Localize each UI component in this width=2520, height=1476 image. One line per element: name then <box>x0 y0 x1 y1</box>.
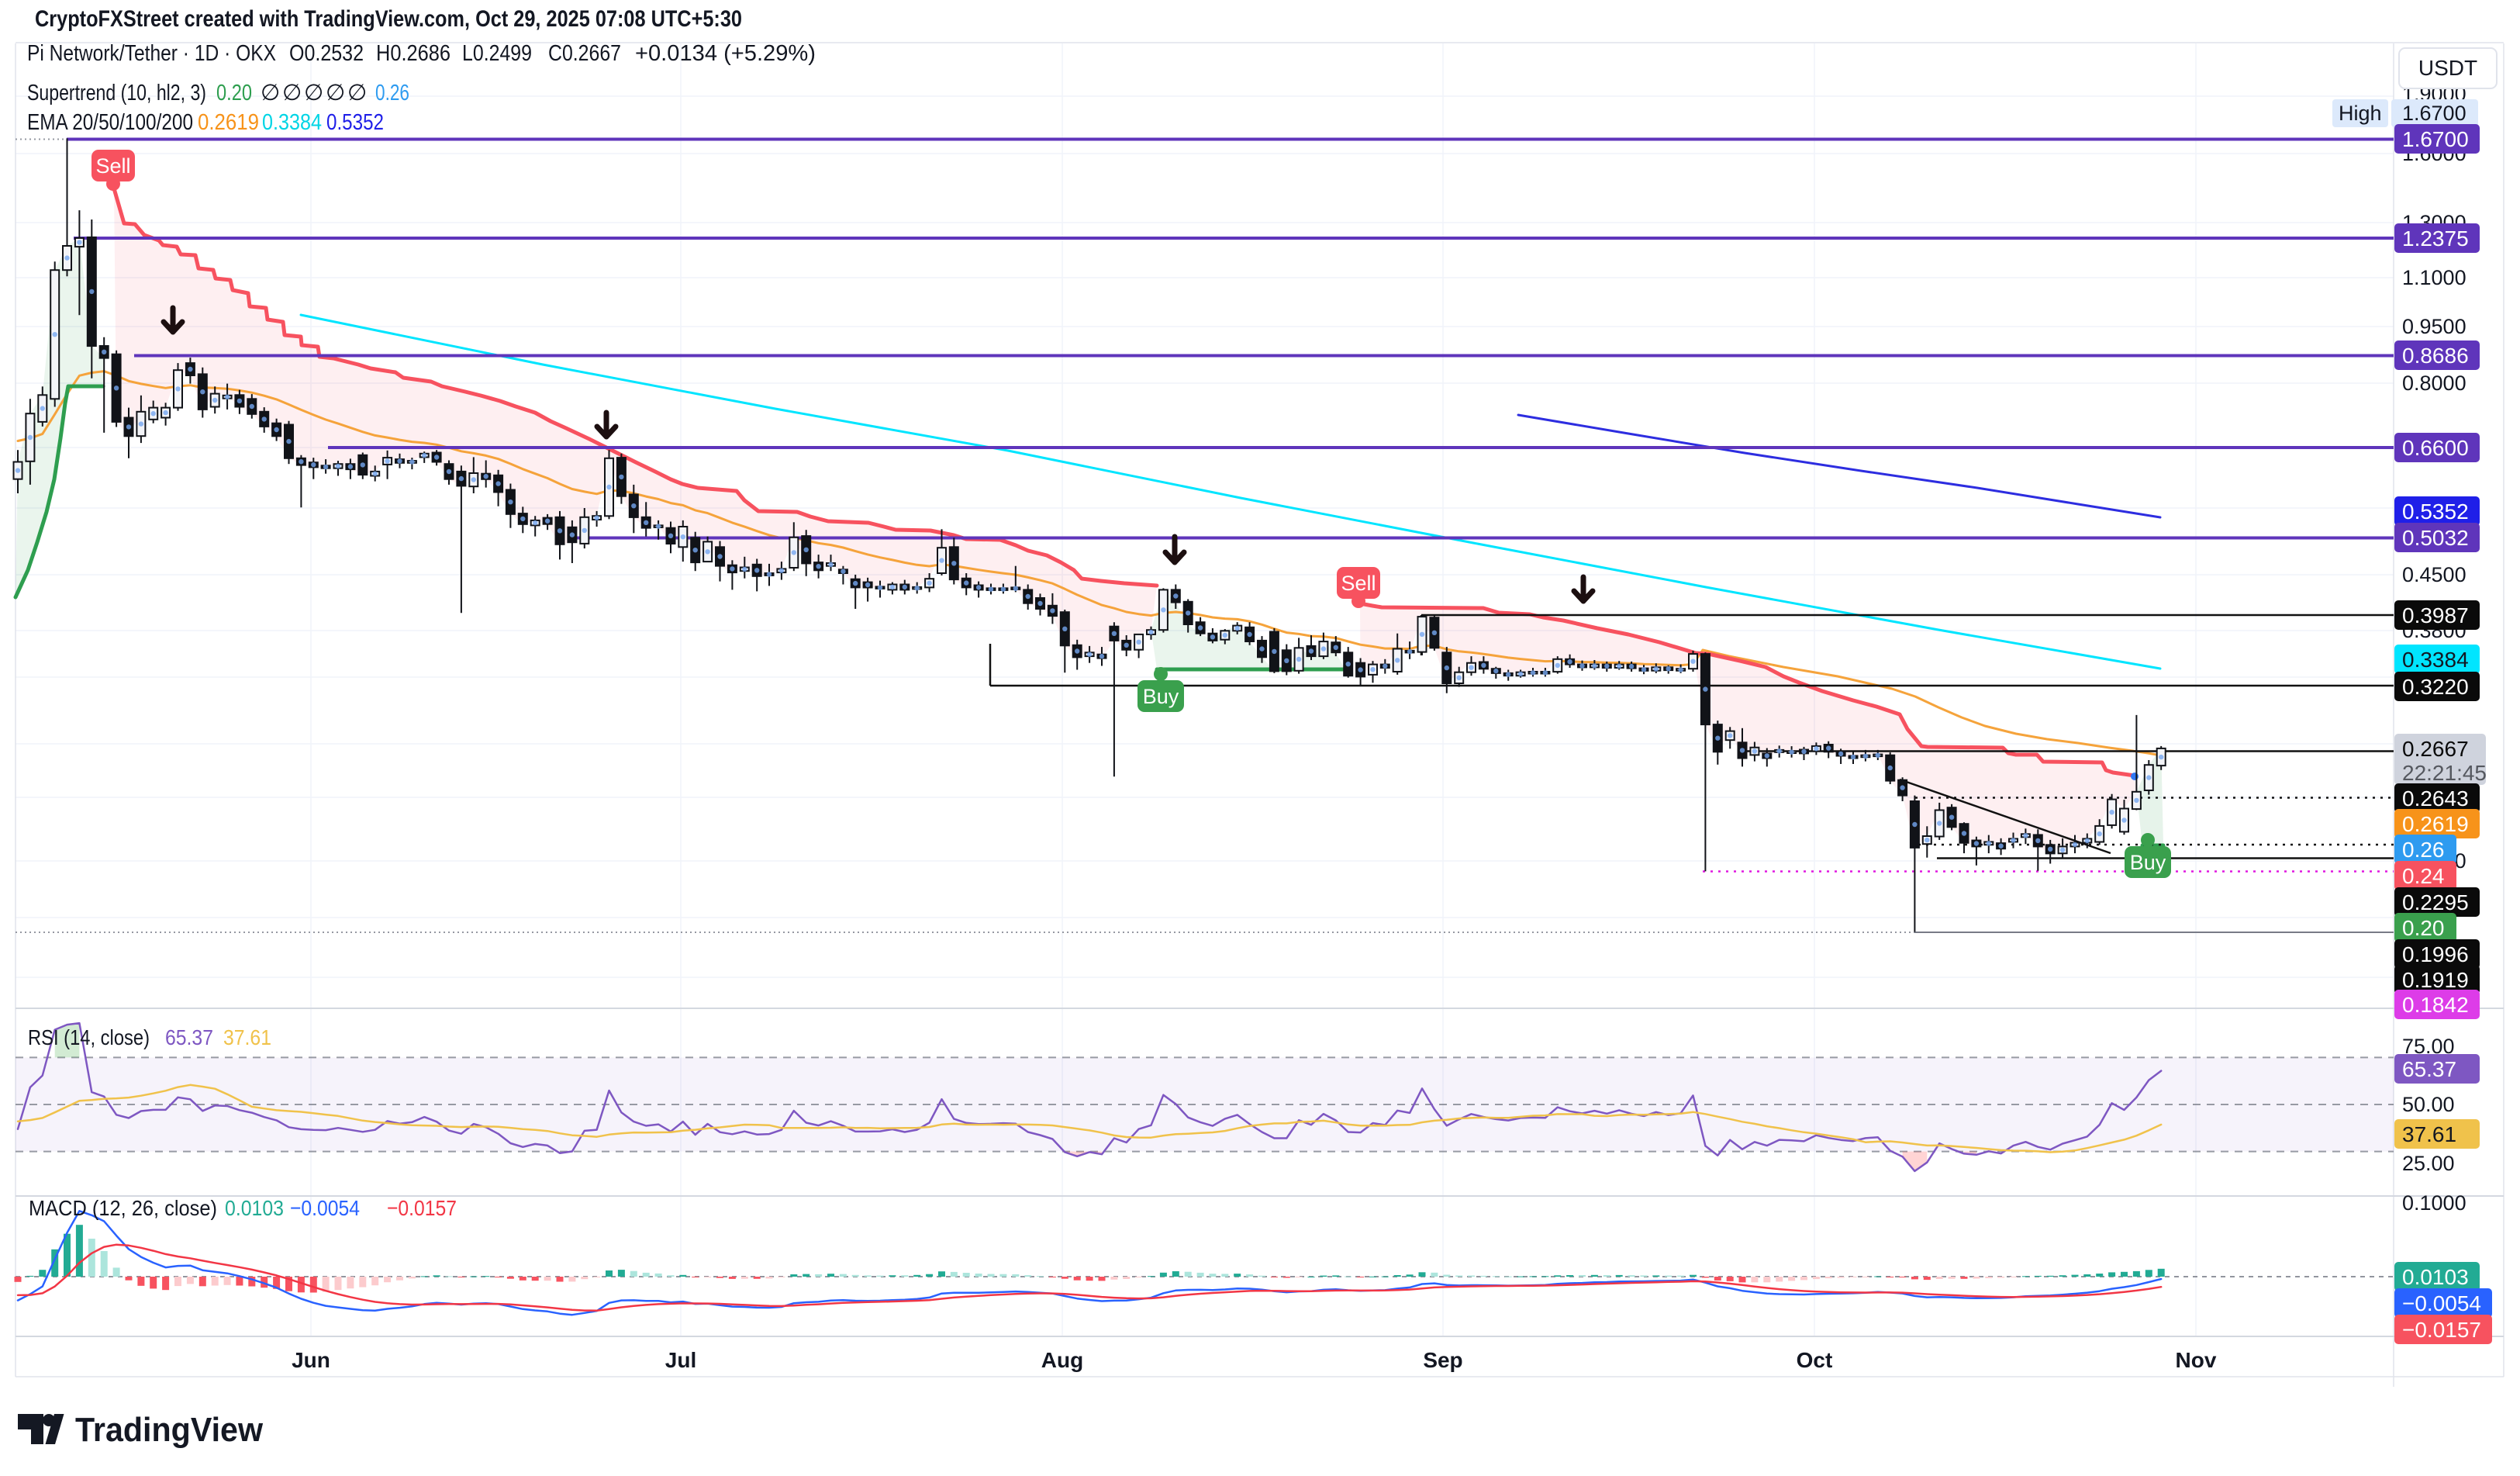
svg-text:1.2375: 1.2375 <box>2402 226 2469 251</box>
svg-text:0.2643: 0.2643 <box>2402 786 2469 811</box>
svg-text:0.5352: 0.5352 <box>326 110 384 135</box>
svg-text:∅: ∅ <box>347 81 367 105</box>
svg-text:0.1996: 0.1996 <box>2402 942 2469 966</box>
svg-text:0.24: 0.24 <box>2402 864 2445 888</box>
svg-text:1.6700: 1.6700 <box>2402 127 2469 151</box>
svg-text:−0.0054: −0.0054 <box>290 1196 360 1220</box>
svg-text:RSI (14, close): RSI (14, close) <box>28 1025 150 1049</box>
svg-text:0.2295: 0.2295 <box>2402 890 2469 914</box>
svg-text:USDT: USDT <box>2418 56 2477 80</box>
svg-text:0.1842: 0.1842 <box>2402 993 2469 1017</box>
svg-text:Sell: Sell <box>95 154 130 178</box>
svg-text:0.3384: 0.3384 <box>2402 648 2469 672</box>
svg-text:0.26: 0.26 <box>375 81 409 105</box>
svg-text:65.37: 65.37 <box>165 1025 213 1049</box>
svg-text:0.0103: 0.0103 <box>225 1196 284 1220</box>
svg-text:MACD (12, 26, close): MACD (12, 26, close) <box>29 1196 217 1220</box>
svg-text:Jul: Jul <box>665 1348 696 1372</box>
svg-text:∅: ∅ <box>304 81 323 105</box>
svg-text:Jun: Jun <box>292 1348 330 1372</box>
svg-text:+0.0134 (+5.29%): +0.0134 (+5.29%) <box>635 41 816 66</box>
svg-text:∅: ∅ <box>261 81 280 105</box>
svg-text:0.5352: 0.5352 <box>2402 499 2469 524</box>
svg-text:∅: ∅ <box>282 81 302 105</box>
svg-text:1.6700: 1.6700 <box>2402 102 2466 125</box>
svg-text:37.61: 37.61 <box>223 1025 271 1049</box>
svg-text:Buy: Buy <box>2130 851 2166 874</box>
svg-text:0.2667: 0.2667 <box>2402 737 2469 761</box>
svg-text:L0.2499: L0.2499 <box>462 41 532 66</box>
svg-text:0.20: 0.20 <box>216 81 252 105</box>
svg-text:Buy: Buy <box>1143 685 1179 708</box>
svg-text:CryptoFXStreet created with Tr: CryptoFXStreet created with TradingView.… <box>35 6 742 32</box>
svg-text:0.0103: 0.0103 <box>2402 1265 2469 1289</box>
svg-text:0.20: 0.20 <box>2402 916 2445 940</box>
svg-text:0.4500: 0.4500 <box>2402 563 2466 586</box>
svg-text:Nov: Nov <box>2176 1348 2217 1372</box>
svg-text:EMA 20/50/100/200: EMA 20/50/100/200 <box>27 110 193 135</box>
svg-text:0.2619: 0.2619 <box>2402 812 2469 836</box>
svg-text:0.9500: 0.9500 <box>2402 315 2466 338</box>
svg-text:0.1000: 0.1000 <box>2402 1191 2466 1215</box>
svg-text:−0.0157: −0.0157 <box>387 1196 457 1220</box>
svg-text:H0.2686: H0.2686 <box>376 41 450 66</box>
svg-text:0.3987: 0.3987 <box>2402 603 2469 627</box>
svg-text:50.00: 50.00 <box>2402 1093 2455 1116</box>
svg-text:0.8000: 0.8000 <box>2402 372 2466 395</box>
svg-text:25.00: 25.00 <box>2402 1152 2455 1175</box>
svg-text:0.3220: 0.3220 <box>2402 675 2469 699</box>
svg-text:Pi Network/Tether · 1D · OKX: Pi Network/Tether · 1D · OKX <box>27 41 276 66</box>
svg-text:0.2619: 0.2619 <box>198 110 259 135</box>
svg-text:C0.2667: C0.2667 <box>548 41 621 66</box>
svg-text:1.1000: 1.1000 <box>2402 266 2466 289</box>
svg-text:O0.2532: O0.2532 <box>289 41 364 66</box>
svg-text:High: High <box>2339 102 2382 125</box>
svg-text:Sep: Sep <box>1423 1348 1462 1372</box>
svg-text:0.26: 0.26 <box>2402 838 2445 862</box>
svg-text:0.8686: 0.8686 <box>2402 344 2469 368</box>
svg-text:0.1919: 0.1919 <box>2402 968 2469 992</box>
svg-text:22:21:45: 22:21:45 <box>2402 761 2487 785</box>
svg-text:37.61: 37.61 <box>2402 1122 2456 1146</box>
svg-text:Aug: Aug <box>1041 1348 1083 1372</box>
svg-text:Supertrend (10, hl2, 3): Supertrend (10, hl2, 3) <box>27 81 206 105</box>
svg-text:0.3384: 0.3384 <box>262 110 322 135</box>
svg-text:Sell: Sell <box>1341 572 1376 595</box>
svg-text:Oct: Oct <box>1797 1348 1833 1372</box>
svg-text:−0.0054: −0.0054 <box>2402 1291 2481 1315</box>
svg-text:65.37: 65.37 <box>2402 1057 2456 1081</box>
svg-text:∅: ∅ <box>326 81 345 105</box>
svg-text:0.5032: 0.5032 <box>2402 526 2469 550</box>
svg-text:−0.0157: −0.0157 <box>2402 1318 2481 1342</box>
svg-text:TradingView: TradingView <box>75 1411 264 1449</box>
svg-text:0.6600: 0.6600 <box>2402 436 2469 460</box>
